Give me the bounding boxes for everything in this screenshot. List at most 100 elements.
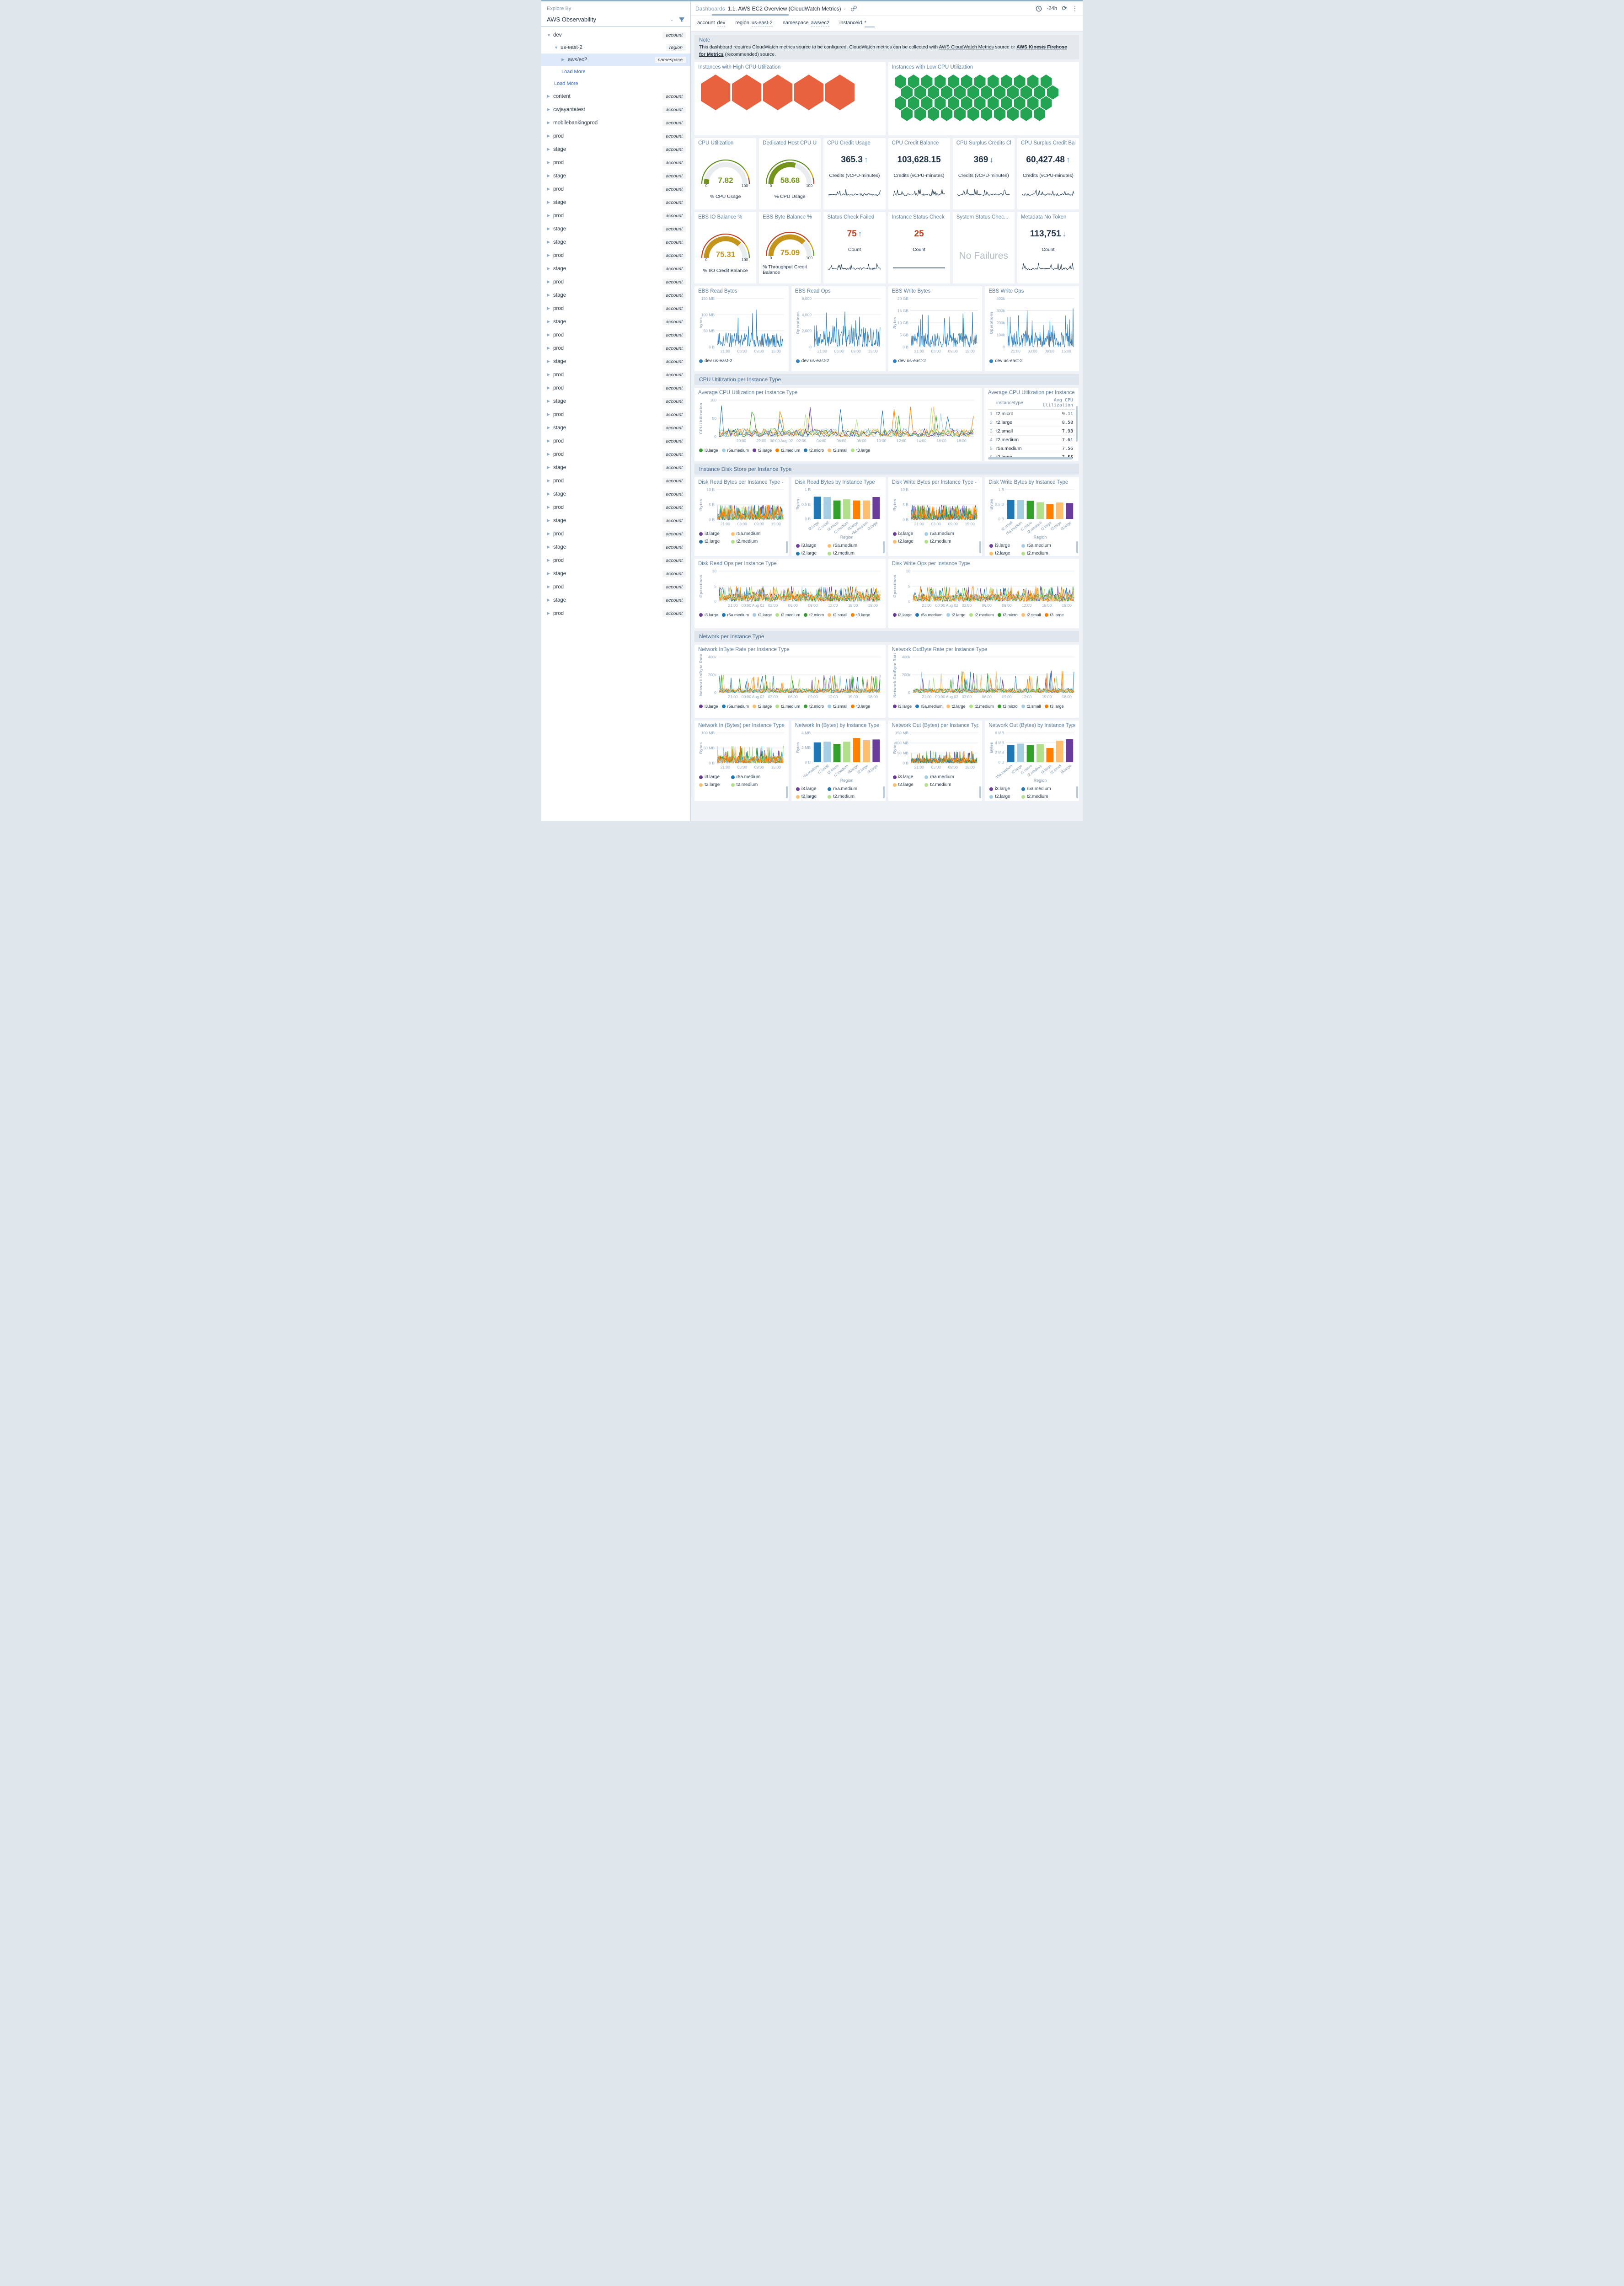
chart-panel-net_out_rate[interactable]: Network OutByte Rate per Instance Type 0 2… bbox=[888, 645, 1079, 718]
bar-t2.small[interactable] bbox=[823, 497, 831, 519]
stat-panel-cpu-surplus-credits-ch-[interactable]: CPU Surplus Credits Ch... 369↓ Credits (vC… bbox=[952, 138, 1015, 209]
sidebar-item-account-stage[interactable]: ▶ stage account bbox=[541, 593, 690, 607]
legend-item-r5a-medium[interactable]: r5a.medium bbox=[1021, 786, 1051, 791]
chevron-right-icon[interactable]: ▶ bbox=[547, 187, 550, 191]
chevron-right-icon[interactable]: ▶ bbox=[547, 346, 550, 350]
chevron-right-icon[interactable]: ▶ bbox=[561, 57, 565, 62]
legend-scrollbar[interactable] bbox=[882, 541, 885, 553]
hierarchy-selector[interactable]: AWS Observability ⌄ bbox=[547, 16, 685, 23]
chevron-right-icon[interactable]: ▶ bbox=[547, 438, 550, 443]
table-hscrollbar[interactable] bbox=[988, 457, 1072, 459]
stat-panel-cpu-credit-usage[interactable]: CPU Credit Usage 365.3 ↑ Credits (vCPU-minu… bbox=[823, 138, 886, 209]
chart-disk_read_bar[interactable]: 0 B0.5 B1 Bt2.larget2.smallt2.microt2.me… bbox=[795, 486, 885, 540]
kinesis-firehose-link[interactable]: AWS Kinesis Firehose for Metrics bbox=[699, 44, 1067, 57]
legend-item-r5a-medium[interactable]: r5a.medium bbox=[828, 543, 857, 548]
chevron-down-icon[interactable]: ▼ bbox=[554, 45, 558, 50]
refresh-icon[interactable]: ⟳ bbox=[1062, 5, 1067, 12]
legend-item-i3-large[interactable]: i3.large bbox=[699, 613, 718, 617]
chevron-right-icon[interactable]: ▶ bbox=[547, 491, 550, 496]
sidebar-item-account-prod[interactable]: ▶ prod account bbox=[541, 408, 690, 421]
sidebar-item-account-prod[interactable]: ▶ prod account bbox=[541, 182, 690, 196]
legend-item-r5a-medium[interactable]: r5a.medium bbox=[721, 704, 749, 709]
honeycomb-low-cpu[interactable]: Instances with Low CPU Utilization bbox=[888, 62, 1079, 135]
chart-ebs_write_ops[interactable]: 0 100k 200k 300k 400k 21:00 03:00 09:00 15:00 Ope… bbox=[988, 295, 1078, 355]
legend-item-t2-small[interactable]: t2.small bbox=[1021, 613, 1041, 617]
stat-panel-cpu-utilization[interactable]: CPU Utilization 7.82 0 100 % CPU Usage bbox=[694, 138, 757, 209]
table-row[interactable]: 5 r5a.medium 7.56 bbox=[988, 444, 1075, 453]
bar-i3.large[interactable] bbox=[872, 739, 880, 762]
chart-panel-net_in_trend[interactable]: Network In (Bytes) per Instance Type - T… bbox=[694, 721, 789, 801]
sidebar-tree-item-aws-ec2[interactable]: ▶ aws/ec2 namespace bbox=[541, 53, 690, 66]
chevron-right-icon[interactable]: ▶ bbox=[547, 598, 550, 602]
chevron-right-icon[interactable]: ▶ bbox=[547, 134, 550, 138]
breadcrumb[interactable]: Dashboards bbox=[695, 5, 725, 12]
chart-panel-net_out_bar[interactable]: Network Out (Bytes) by Instance Type 0 B 2… bbox=[985, 721, 1079, 801]
instance-hexagon[interactable] bbox=[941, 107, 952, 121]
legend-item-t2-large[interactable]: t2.large bbox=[753, 704, 772, 709]
filter-value[interactable]: aws/ec2 bbox=[811, 20, 829, 27]
legend-item-t2-small[interactable]: t2.small bbox=[828, 613, 847, 617]
chart-panel-net_in_rate[interactable]: Network InByte Rate per Instance Type 0 20… bbox=[694, 645, 886, 718]
legend-item-r5a-medium[interactable]: r5a.medium bbox=[1021, 543, 1051, 548]
chevron-right-icon[interactable]: ▶ bbox=[547, 200, 550, 204]
legend-item-t2-medium[interactable]: t2.medium bbox=[775, 704, 800, 709]
legend-item-t2-medium[interactable]: t2.medium bbox=[969, 704, 994, 709]
legend-item-t2-large[interactable]: t2.large bbox=[989, 551, 1016, 556]
stat-panel-cpu-surplus-credit-bal-[interactable]: CPU Surplus Credit Bal... 60,427.48 ↑ Credi… bbox=[1017, 138, 1079, 209]
stat-panel-system-status-chec-[interactable]: System Status Chec... No Failures bbox=[952, 212, 1015, 283]
legend-item-dev-us-east-2[interactable]: dev us-east-2 bbox=[892, 358, 926, 363]
legend-scrollbar[interactable] bbox=[1076, 786, 1078, 798]
chart-cpu_avg_line[interactable]: 0 50 100 20:00 22:00 00:00 Aug 02 02:00 04:00 06… bbox=[698, 396, 978, 445]
bar-t3.large[interactable] bbox=[853, 738, 860, 762]
chart-net_in_rate[interactable]: 0 200k 400k 21:00 00:00 Aug 02 03:00 06:00 09:0… bbox=[698, 653, 885, 701]
instance-hexagon[interactable] bbox=[901, 107, 913, 121]
chart-panel-disk_read_ops[interactable]: Disk Read Ops per Instance Type 0 5 10 21:00… bbox=[694, 559, 886, 628]
legend-item-i3-large[interactable]: i3.large bbox=[699, 531, 726, 536]
chevron-right-icon[interactable]: ▶ bbox=[547, 107, 550, 112]
bar-t3.large[interactable] bbox=[1046, 504, 1054, 519]
legend-item-t2-small[interactable]: t2.small bbox=[828, 704, 847, 709]
bar-t2.large[interactable] bbox=[1056, 502, 1064, 519]
legend-item-i3-large[interactable]: i3.large bbox=[699, 774, 726, 780]
clock-icon[interactable] bbox=[1036, 5, 1042, 12]
sidebar-item-account-prod[interactable]: ▶ prod account bbox=[541, 448, 690, 461]
sidebar-item-account-prod[interactable]: ▶ prod account bbox=[541, 527, 690, 540]
table-row[interactable]: 2 t2.large 8.58 bbox=[988, 418, 1075, 427]
legend-item-t2-medium[interactable]: t2.medium bbox=[969, 613, 994, 617]
sidebar-tree-item-dev[interactable]: ▼ dev account bbox=[541, 29, 690, 41]
legend-item-t2-small[interactable]: t2.small bbox=[828, 448, 847, 453]
chart-panel-disk_write_ops[interactable]: Disk Write Ops per Instance Type 0 5 10 21:0… bbox=[888, 559, 1079, 628]
load-more-link[interactable]: Load More bbox=[554, 81, 578, 86]
legend-item-i3-large[interactable]: i3.large bbox=[989, 786, 1016, 791]
legend-item-t3-large[interactable]: t3.large bbox=[1044, 613, 1064, 617]
chevron-right-icon[interactable]: ▶ bbox=[547, 94, 550, 98]
chevron-right-icon[interactable]: ▶ bbox=[547, 160, 550, 165]
chart-panel-cpu_table[interactable]: Average CPU Utilization per Instance Typ… bbox=[984, 388, 1079, 461]
bar-t3.large[interactable] bbox=[853, 500, 860, 519]
kebab-menu-icon[interactable]: ⋮ bbox=[1072, 5, 1078, 12]
bar-i3.large[interactable] bbox=[1066, 503, 1074, 519]
legend-item-t2-micro[interactable]: t2.micro bbox=[804, 613, 824, 617]
legend-item-r5a-medium[interactable]: r5a.medium bbox=[915, 613, 943, 617]
sidebar-item-account-prod[interactable]: ▶ prod account bbox=[541, 580, 690, 593]
time-range-label[interactable]: -24h bbox=[1047, 5, 1058, 11]
chevron-right-icon[interactable]: ▶ bbox=[547, 173, 550, 178]
sidebar-item-account-stage[interactable]: ▶ stage account bbox=[541, 421, 690, 434]
legend-item-t2-micro[interactable]: t2.micro bbox=[997, 613, 1018, 617]
chart-ebs_read_bytes[interactable]: 0 B 50 MB 100 MB 150 MB 21:00 03:00 09:00 15:00… bbox=[698, 295, 788, 355]
legend-item-t2-large[interactable]: t2.large bbox=[946, 613, 966, 617]
bar-i3.large[interactable] bbox=[1066, 739, 1074, 762]
legend-item-dev-us-east-2[interactable]: dev us-east-2 bbox=[989, 358, 1023, 363]
chevron-right-icon[interactable]: ▶ bbox=[547, 385, 550, 390]
chevron-right-icon[interactable]: ▶ bbox=[547, 147, 550, 151]
link-icon[interactable] bbox=[851, 5, 857, 11]
bar-t2.micro[interactable] bbox=[1026, 501, 1034, 519]
bar-t2.large[interactable] bbox=[1017, 743, 1025, 762]
stat-panel-metadata-no-token[interactable]: Metadata No Token 113,751 ↓ Count bbox=[1017, 212, 1079, 283]
chevron-right-icon[interactable]: ▶ bbox=[547, 332, 550, 337]
chevron-right-icon[interactable]: ▶ bbox=[547, 293, 550, 297]
legend-item-t2-large[interactable]: t2.large bbox=[989, 794, 1016, 799]
sidebar-item-account-mobilebankingprod[interactable]: ▶ mobilebankingprod account bbox=[541, 116, 690, 129]
bar-t2.micro[interactable] bbox=[833, 500, 841, 519]
legend-item-t2-large[interactable]: t2.large bbox=[753, 613, 772, 617]
